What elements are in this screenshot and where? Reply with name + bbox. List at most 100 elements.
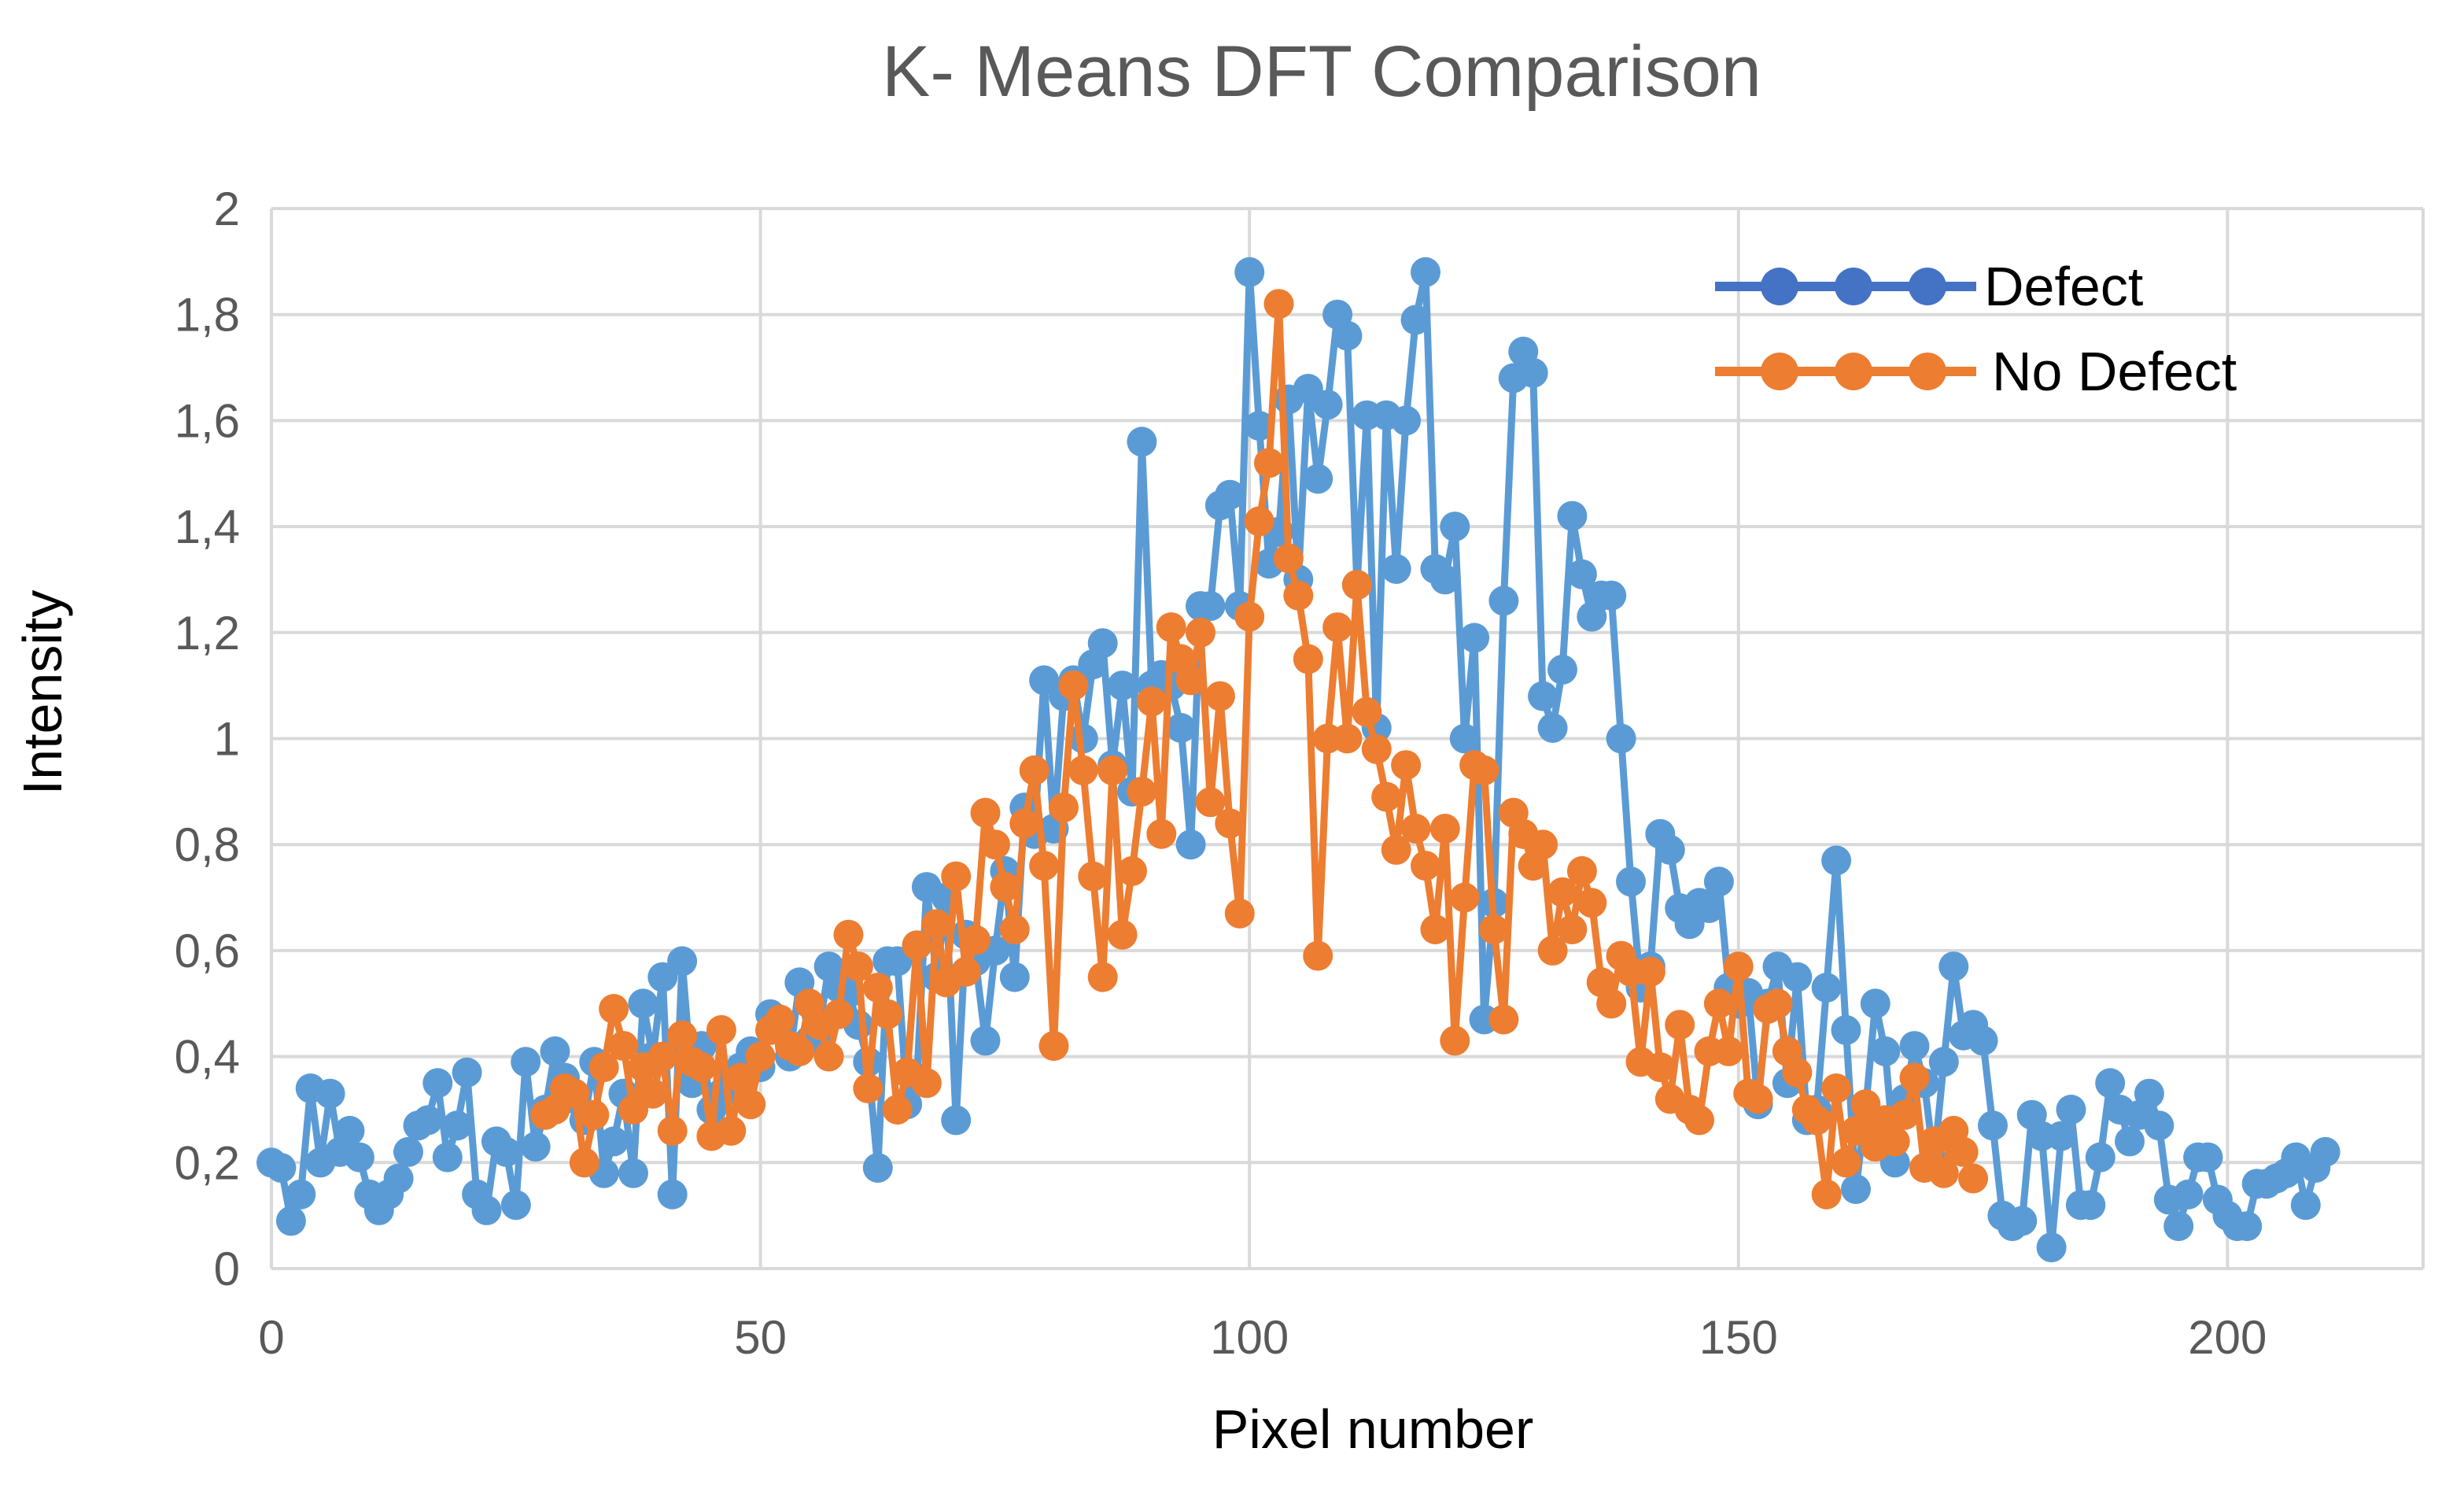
data-point	[843, 951, 873, 982]
data-point	[471, 1195, 502, 1225]
data-point	[1616, 866, 1646, 897]
data-point	[1821, 845, 1852, 876]
data-point	[1204, 681, 1235, 711]
data-point	[1244, 506, 1274, 537]
data-point	[344, 1142, 374, 1173]
data-point	[980, 829, 1010, 860]
data-point	[275, 1206, 306, 1236]
y-tick-label: 1,4	[175, 501, 240, 553]
data-point	[1303, 940, 1333, 971]
data-point	[1469, 755, 1499, 785]
data-point	[657, 1115, 688, 1146]
data-point	[422, 1068, 453, 1099]
data-point	[1107, 670, 1138, 701]
y-tick-label: 0,8	[175, 818, 240, 871]
data-point	[1782, 1057, 1813, 1088]
data-point	[2115, 1126, 2145, 1157]
data-point	[999, 914, 1030, 944]
data-point	[432, 1142, 463, 1173]
data-point	[882, 1095, 913, 1125]
data-point	[1978, 1110, 2008, 1141]
data-point	[667, 1020, 698, 1051]
data-point	[1352, 696, 1382, 727]
data-point	[1411, 851, 1440, 881]
legend-marker	[1835, 268, 1872, 305]
data-point	[1831, 1014, 1861, 1045]
data-point	[647, 1041, 678, 1072]
chart-title: K- Means DFT Comparison	[882, 31, 1761, 112]
data-point	[2232, 1211, 2263, 1242]
data-point	[1263, 289, 1294, 320]
data-point	[1117, 855, 1147, 886]
data-point	[853, 1073, 883, 1103]
data-point	[1537, 935, 1568, 966]
data-point	[1391, 405, 1422, 436]
data-point	[2046, 1121, 2076, 1151]
y-axis-label: Intensity	[12, 590, 73, 796]
data-point	[824, 999, 854, 1029]
data-point	[667, 946, 698, 977]
data-point	[706, 1014, 736, 1045]
data-point	[1283, 580, 1314, 611]
y-tick-label: 1	[214, 713, 240, 766]
data-point	[569, 1147, 599, 1178]
data-point	[412, 1105, 443, 1136]
data-point	[1723, 951, 1754, 982]
data-point	[1645, 1052, 1676, 1083]
data-point	[941, 861, 972, 892]
data-point	[1224, 898, 1255, 929]
x-tick-label: 150	[1699, 1311, 1778, 1364]
data-point	[1899, 1062, 1930, 1093]
data-point	[1713, 1036, 1744, 1066]
data-point	[1420, 914, 1451, 944]
y-tick-label: 0,6	[175, 925, 240, 977]
data-point	[1087, 628, 1118, 659]
data-point	[2095, 1068, 2126, 1099]
data-point	[315, 1078, 345, 1109]
data-point	[765, 1004, 795, 1035]
data-point	[784, 1036, 815, 1066]
data-point	[1811, 973, 1842, 1003]
data-point	[1107, 919, 1138, 950]
data-point	[628, 988, 658, 1019]
data-point	[999, 962, 1030, 992]
data-point	[716, 1115, 747, 1146]
legend-item-no-defect: No Defect	[1715, 341, 2237, 402]
legend-label: No Defect	[1992, 341, 2237, 402]
data-point	[393, 1136, 423, 1167]
data-point	[1371, 781, 1402, 812]
data-point	[500, 1190, 531, 1221]
data-point	[657, 1179, 688, 1210]
data-point	[1948, 1136, 1979, 1167]
data-point	[2193, 1142, 2223, 1173]
data-point	[520, 1132, 551, 1162]
data-point	[1019, 755, 1049, 785]
data-point	[2163, 1211, 2194, 1242]
data-point	[599, 994, 629, 1024]
data-point	[637, 1078, 668, 1109]
data-point	[1547, 877, 1577, 907]
data-point	[1254, 448, 1284, 478]
data-point	[266, 1153, 297, 1183]
data-point	[579, 1099, 610, 1130]
data-point	[1566, 855, 1597, 886]
data-point	[1195, 787, 1226, 818]
x-axis-label: Pixel number	[1212, 1398, 1534, 1460]
data-point	[618, 1158, 648, 1188]
data-point	[1097, 755, 1128, 785]
data-point	[1479, 914, 1509, 944]
legend-item-defect: Defect	[1715, 256, 2143, 317]
data-point	[1381, 554, 1411, 584]
data-point	[2290, 1190, 2321, 1221]
y-tick-label: 1,6	[175, 394, 240, 447]
data-point	[1968, 1025, 1998, 1056]
x-tick-labels: 0 50 100 150 200	[258, 1311, 2267, 1364]
data-point	[1156, 612, 1186, 643]
data-point	[334, 1115, 365, 1146]
data-point	[1928, 1047, 1959, 1077]
data-point	[1684, 1105, 1714, 1136]
data-point	[2310, 1136, 2340, 1167]
data-point	[1449, 723, 1480, 754]
data-point	[1566, 559, 1597, 589]
